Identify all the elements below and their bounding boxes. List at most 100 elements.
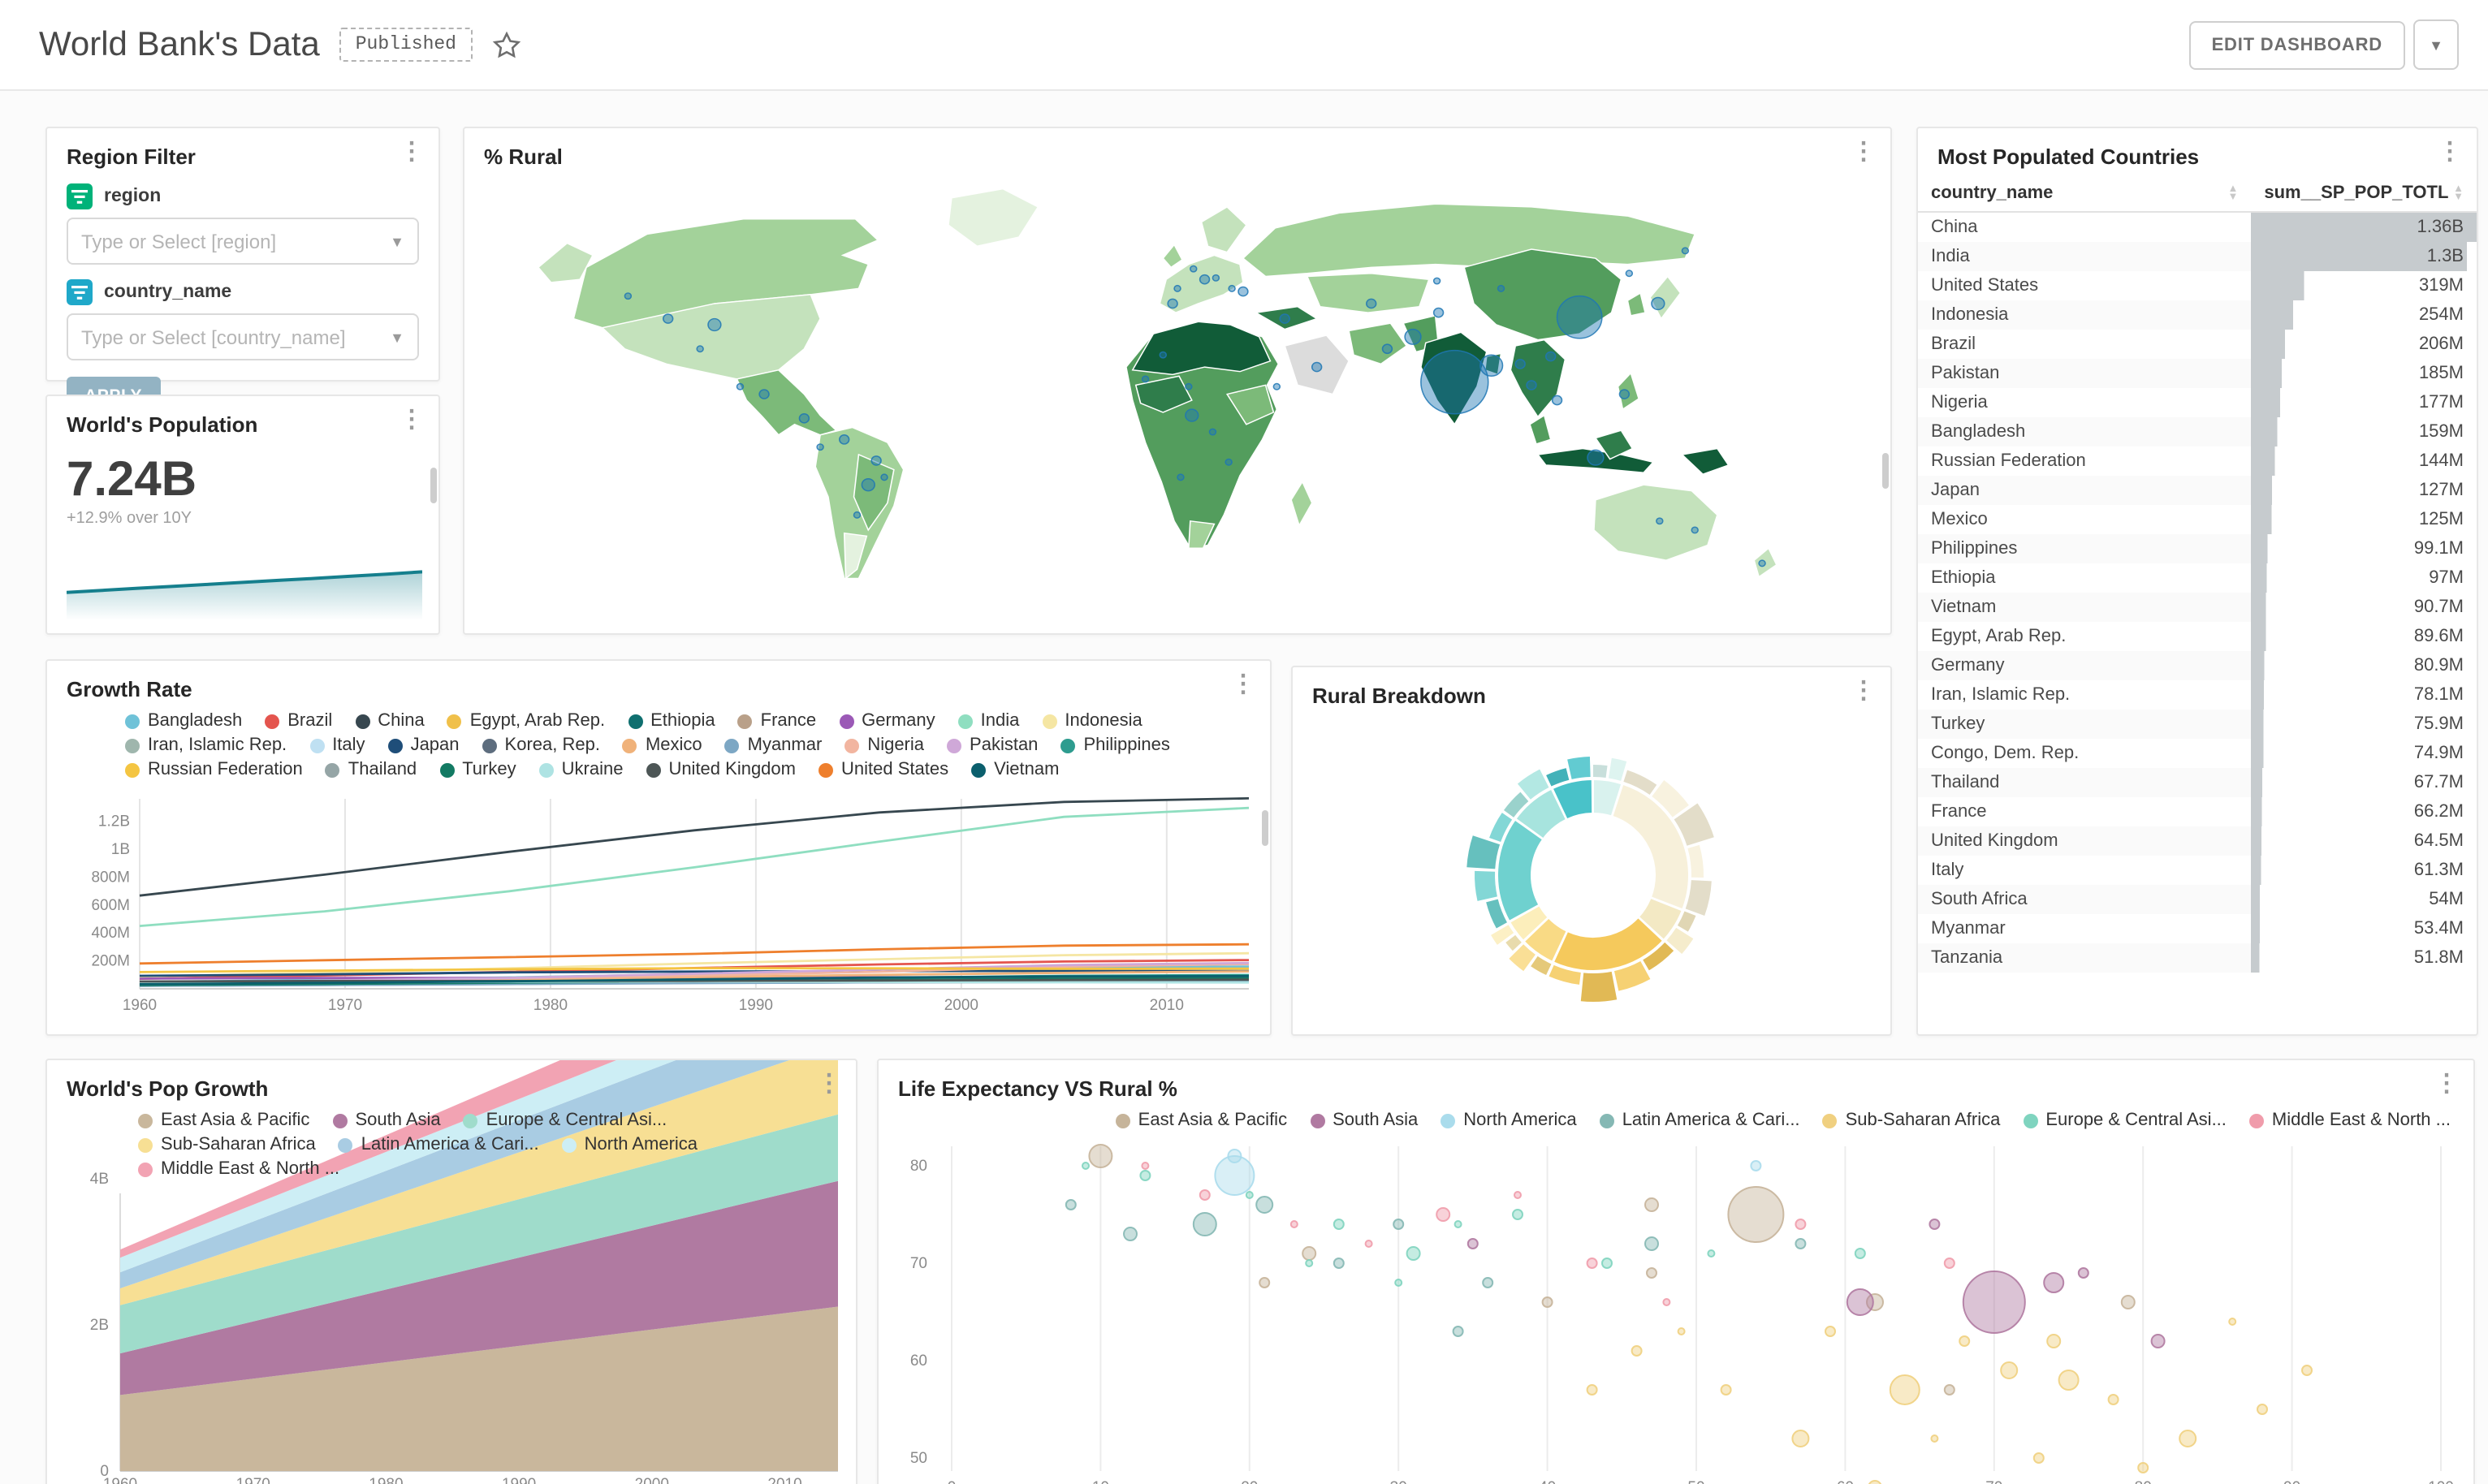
legend-item[interactable]: Europe & Central Asi... (2023, 1111, 2227, 1130)
card-menu-icon[interactable]: ⋮ (1231, 671, 1255, 698)
card-menu-icon[interactable]: ⋮ (2438, 138, 2462, 166)
legend-item[interactable]: Sub-Saharan Africa (138, 1135, 316, 1154)
filter-field-label: region (104, 187, 162, 206)
column-header-country[interactable]: country_name ▲ ▼ (1918, 175, 2252, 213)
legend-item[interactable]: East Asia & Pacific (1115, 1111, 1287, 1130)
card-menu-icon[interactable]: ⋮ (400, 406, 424, 434)
legend-item[interactable]: Korea, Rep. (482, 736, 600, 755)
filter-icon (67, 279, 93, 305)
svg-text:4B: 4B (90, 1171, 109, 1188)
legend-item[interactable]: North America (1441, 1111, 1577, 1130)
population-cell: 75.9M (2251, 710, 2477, 739)
legend-item[interactable]: Nigeria (844, 736, 924, 755)
legend-item[interactable]: South Asia (1310, 1111, 1418, 1130)
legend-dot-icon (1060, 738, 1076, 753)
legend-dot-icon (1822, 1113, 1838, 1128)
legend-item[interactable]: Latin America & Cari... (338, 1135, 539, 1154)
status-badge[interactable]: Published (339, 28, 473, 62)
country-cell: United States (1931, 276, 2039, 296)
legend-item[interactable]: Russian Federation (125, 760, 303, 779)
legend-item[interactable]: Mexico (622, 736, 702, 755)
legend-item[interactable]: Thailand (325, 760, 417, 779)
card-title: Most Populated Countries (1937, 145, 2200, 169)
legend-dot-icon (482, 738, 497, 753)
legend-item[interactable]: China (355, 711, 425, 731)
card-title: Life Expectancy VS Rural % (898, 1076, 1177, 1101)
population-cell: 53.4M (2251, 914, 2477, 943)
card-title: Rural Breakdown (1312, 684, 1486, 708)
legend-item[interactable]: Europe & Central Asi... (463, 1111, 667, 1130)
legend-item[interactable]: Indonesia (1042, 711, 1142, 731)
legend-item[interactable]: Bangladesh (125, 711, 242, 731)
legend-item[interactable]: South Asia (332, 1111, 441, 1130)
resize-handle[interactable] (1882, 453, 1889, 489)
svg-text:400M: 400M (91, 925, 130, 942)
svg-text:20: 20 (1241, 1479, 1258, 1484)
card-menu-icon[interactable]: ⋮ (400, 138, 424, 166)
population-sparkline-chart (67, 570, 422, 620)
region-filter-card: Region Filter ⋮ region Type or Select [r… (45, 127, 440, 416)
legend-item[interactable]: United States (819, 760, 948, 779)
big-number-value: 7.24B (67, 453, 197, 507)
country-cell: Italy (1931, 861, 1964, 880)
population-cell: 177M (2251, 388, 2477, 417)
country-cell: China (1931, 218, 1978, 237)
card-menu-icon[interactable]: ⋮ (1851, 677, 1876, 705)
card-menu-icon[interactable]: ⋮ (817, 1070, 841, 1098)
legend-item[interactable]: Middle East & North ... (2248, 1111, 2451, 1130)
legend-item[interactable]: Pakistan (947, 736, 1038, 755)
legend-dot-icon (125, 738, 140, 753)
edit-dashboard-button[interactable]: EDIT DASHBOARD (2188, 20, 2405, 69)
legend-item[interactable]: United Kingdom (646, 760, 796, 779)
dashboard-grid: Region Filter ⋮ region Type or Select [r… (0, 91, 2488, 1484)
country-cell: Tanzania (1918, 943, 2252, 973)
legend-item[interactable]: Turkey (439, 760, 516, 779)
legend-item[interactable]: Latin America & Cari... (1599, 1111, 1800, 1130)
table-row: Thailand 67.7M (1918, 768, 2477, 797)
legend-item[interactable]: Middle East & North ... (138, 1159, 339, 1179)
table-row: Iran, Islamic Rep. 78.1M (1918, 680, 2477, 710)
legend-item[interactable]: India (957, 711, 1019, 731)
legend-item[interactable]: Germany (839, 711, 935, 731)
legend-item[interactable]: Sub-Saharan Africa (1822, 1111, 2000, 1130)
legend-item[interactable]: Vietnam (971, 760, 1059, 779)
resize-handle[interactable] (1262, 810, 1268, 846)
region-select[interactable]: Type or Select [region] ▼ (67, 218, 419, 265)
legend-item[interactable]: Brazil (265, 711, 332, 731)
favorite-star-icon[interactable] (492, 30, 521, 59)
legend-item[interactable]: Italy (309, 736, 365, 755)
country-cell: Vietnam (1918, 593, 2252, 622)
population-cell: 206M (2251, 330, 2477, 359)
card-menu-icon[interactable]: ⋮ (1851, 138, 1876, 166)
legend-item[interactable]: Ukraine (538, 760, 623, 779)
country-name-select[interactable]: Type or Select [country_name] ▼ (67, 313, 419, 360)
legend-item[interactable]: Japan (387, 736, 460, 755)
legend-item[interactable]: Iran, Islamic Rep. (125, 736, 287, 755)
legend-dot-icon (332, 1113, 348, 1128)
svg-text:50: 50 (910, 1450, 927, 1467)
worlds-population-card: World's Population ⋮ 7.24B +12.9% over 1… (45, 395, 440, 635)
table-row: Myanmar 53.4M (1918, 914, 2477, 943)
legend-item[interactable]: East Asia & Pacific (138, 1111, 309, 1130)
legend-item[interactable]: North America (561, 1135, 698, 1154)
svg-text:1B: 1B (111, 841, 130, 858)
country-cell: Congo, Dem. Rep. (1931, 744, 2080, 763)
legend-dot-icon (355, 714, 370, 728)
svg-text:2B: 2B (90, 1317, 109, 1334)
column-header-population[interactable]: sum__SP_POP_TOTL ▲ ▼ (2251, 175, 2477, 213)
legend-item[interactable]: France (737, 711, 816, 731)
legend-dot-icon (561, 1137, 577, 1152)
legend-dot-icon (138, 1113, 153, 1128)
select-placeholder: Type or Select [country_name] (81, 326, 346, 348)
pop-growth-card: World's Pop Growth ⋮ East Asia & Pacific… (45, 1059, 857, 1484)
resize-handle[interactable] (430, 468, 437, 503)
card-menu-icon[interactable]: ⋮ (2434, 1070, 2459, 1098)
legend-dot-icon (1599, 1113, 1614, 1128)
legend-item[interactable]: Myanmar (724, 736, 822, 755)
country-cell: France (1931, 802, 1987, 822)
legend-item[interactable]: Philippines (1060, 736, 1170, 755)
header-menu-button[interactable]: ▼ (2413, 19, 2459, 70)
legend-item[interactable]: Ethiopia (628, 711, 715, 731)
legend-item[interactable]: Egypt, Arab Rep. (447, 711, 605, 731)
